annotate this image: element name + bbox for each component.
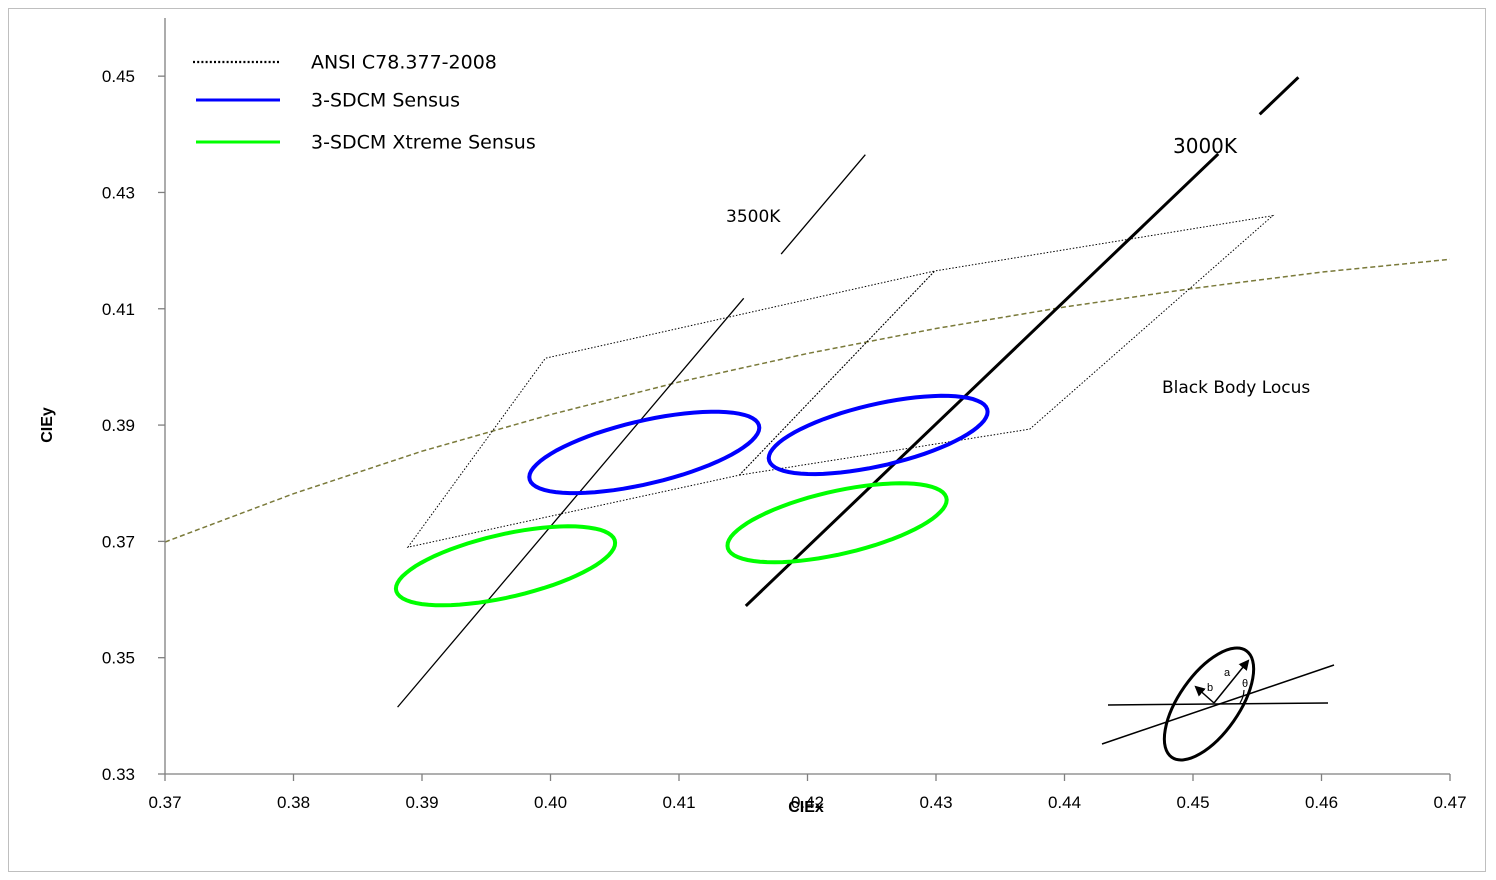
x-tick-label: 0.39 [405, 793, 438, 812]
x-tick-label: 0.42 [791, 793, 824, 812]
xtreme-sensus-ellipse-4 [725, 481, 949, 565]
x-tick-label: 0.44 [1048, 793, 1081, 812]
inset-arrow-b [1194, 685, 1215, 704]
x-tick-label: 0.38 [277, 793, 310, 812]
cct-line-3000k-upper [1258, 76, 1300, 116]
ansi-quadrangle-2 [738, 214, 1275, 476]
x-tick-label: 0.45 [1176, 793, 1209, 812]
cct-line-3500k-upper [780, 154, 866, 255]
inset-ellipse [1162, 646, 1256, 762]
ansi-quadrangle-1 [406, 270, 937, 548]
cct-line-3500k-lower [397, 297, 745, 708]
xtreme-sensus-ellipse-3 [393, 524, 618, 608]
sensus-ellipse-1 [527, 409, 762, 496]
plot-area [165, 76, 1450, 708]
inset-label-a: a [1224, 667, 1231, 679]
x-tick-label: 0.43 [919, 793, 952, 812]
cct-3500k-label: 3500K [726, 207, 781, 227]
y-tick-label: 0.45 [102, 67, 135, 86]
legend-label-xtreme: 3-SDCM Xtreme Sensus [311, 132, 536, 154]
y-tick-label: 0.43 [102, 183, 135, 202]
cct-line-3000k-lower [744, 152, 1220, 608]
x-axis-title: CIEx [788, 799, 824, 816]
x-tick-label: 0.46 [1305, 793, 1338, 812]
sensus-ellipse-2 [766, 393, 990, 477]
inset-label-b: b [1207, 682, 1213, 694]
chart-frame [8, 8, 1486, 872]
black-body-locus-curve [165, 258, 1450, 543]
x-tick-label: 0.40 [534, 793, 567, 812]
x-tick-label: 0.41 [662, 793, 695, 812]
x-tick-label: 0.47 [1433, 793, 1466, 812]
plot-content [165, 76, 1450, 708]
cct-3000k-label: 3000K [1173, 134, 1238, 158]
black-body-locus-label: Black Body Locus [1162, 378, 1310, 398]
inset-tilted-axis [1101, 664, 1335, 745]
inset-theta-arc [1239, 689, 1245, 704]
axes: 0.37 0.38 0.39 0.40 0.41 0.42 0.43 0.44 0.45 0.46… [102, 18, 1467, 812]
y-tick-label: 0.39 [102, 416, 135, 435]
legend-label-sensus: 3-SDCM Sensus [311, 90, 460, 112]
y-tick-label: 0.41 [102, 300, 135, 319]
y-tick-label: 0.37 [102, 532, 135, 551]
legend: ANSI C78.377-2008 3-SDCM Sensus 3-SDCM X… [193, 52, 536, 154]
inset-arrow-a [1213, 659, 1250, 704]
y-axis-title: CIEy [39, 407, 56, 443]
legend-label-ansi: ANSI C78.377-2008 [311, 52, 497, 74]
y-tick-label: 0.33 [102, 765, 135, 784]
x-tick-label: 0.37 [148, 793, 181, 812]
ellipse-parameter-inset: a b θ [1101, 646, 1335, 762]
y-tick-label: 0.35 [102, 649, 135, 668]
inset-label-theta: θ [1242, 678, 1248, 690]
